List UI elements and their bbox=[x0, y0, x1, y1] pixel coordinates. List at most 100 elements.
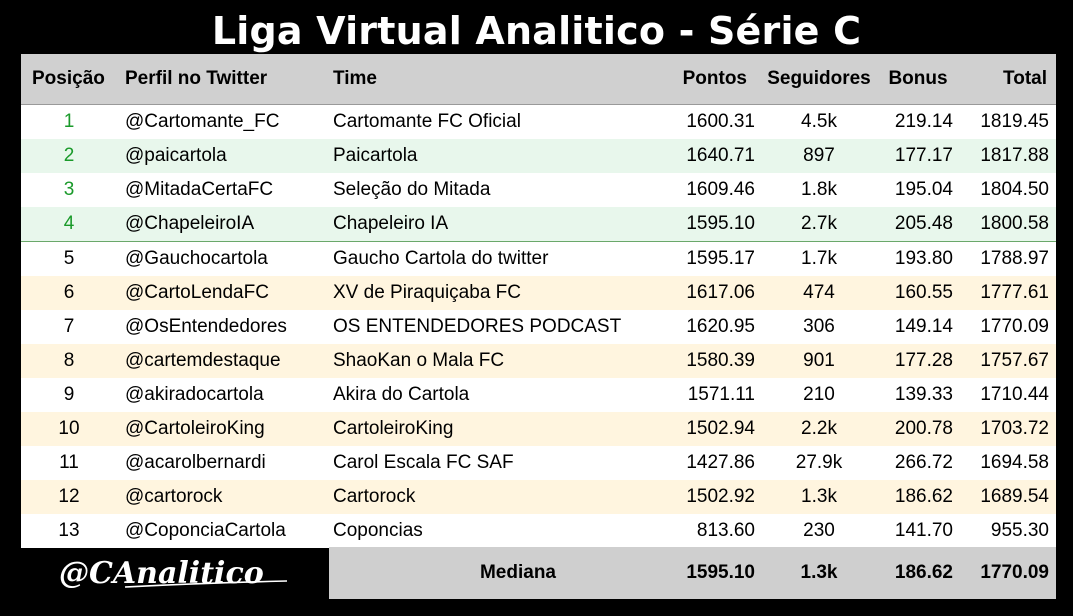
points-cell: 1595.10 bbox=[686, 213, 755, 234]
position-cell: 6 bbox=[63, 282, 75, 303]
position-cell: 13 bbox=[58, 520, 80, 541]
median-bonus: 186.62 bbox=[894, 562, 953, 583]
bonus-cell: 177.28 bbox=[894, 350, 953, 371]
table-row: 13 @CoponciaCartola Coponcias 813.60 230 141.… bbox=[21, 514, 1056, 548]
twitter-handle-cell: @paicartola bbox=[125, 145, 227, 166]
points-cell: 1620.95 bbox=[686, 316, 755, 337]
total-cell: 1788.97 bbox=[980, 248, 1049, 269]
header-position: Posição bbox=[32, 68, 105, 89]
bonus-cell: 160.55 bbox=[894, 282, 953, 303]
position-cell: 1 bbox=[63, 111, 75, 132]
points-cell: 1571.11 bbox=[687, 384, 755, 405]
twitter-handle-cell: @Gauchocartola bbox=[125, 248, 268, 269]
header-twitter-profile: Perfil no Twitter bbox=[125, 68, 268, 89]
points-cell: 1427.86 bbox=[686, 452, 755, 473]
team-name-cell: Gaucho Cartola do twitter bbox=[333, 248, 549, 269]
bonus-cell: 193.80 bbox=[894, 248, 953, 269]
median-row: Mediana 1595.10 1.3k 186.62 1770.09 bbox=[329, 547, 1056, 599]
bonus-cell: 139.33 bbox=[894, 384, 953, 405]
twitter-handle-cell: @MitadaCertaFC bbox=[125, 179, 274, 200]
team-name-cell: Cartorock bbox=[333, 486, 416, 507]
position-cell: 12 bbox=[58, 486, 80, 507]
position-cell: 10 bbox=[58, 418, 80, 439]
team-name-cell: Carol Escala FC SAF bbox=[333, 452, 514, 473]
points-cell: 1580.39 bbox=[686, 350, 755, 371]
total-cell: 1817.88 bbox=[980, 145, 1049, 166]
position-cell: 8 bbox=[63, 350, 75, 371]
page-title: Liga Virtual Analitico - Série C bbox=[211, 9, 862, 53]
bonus-cell: 205.48 bbox=[894, 213, 953, 234]
header-points: Pontos bbox=[682, 68, 747, 89]
position-cell: 5 bbox=[63, 248, 75, 269]
bonus-cell: 149.14 bbox=[894, 316, 953, 337]
table-row: 8 @cartemdestaque ShaoKan o Mala FC 1580.39… bbox=[21, 344, 1056, 378]
table-row: 2 @paicartola Paicartola 1640.71 897 177.17 18… bbox=[21, 139, 1056, 173]
bonus-cell: 219.14 bbox=[894, 111, 953, 132]
team-name-cell: ShaoKan o Mala FC bbox=[333, 350, 505, 371]
footer: @CAnalitico Mediana 1595.10 1.3k 186.62 … bbox=[21, 547, 1056, 599]
header-bonus: Bonus bbox=[888, 68, 948, 89]
median-label: Mediana bbox=[479, 562, 557, 583]
header-followers: Seguidores bbox=[767, 68, 871, 89]
points-cell: 813.60 bbox=[696, 520, 755, 541]
total-cell: 1819.45 bbox=[980, 111, 1049, 132]
bonus-cell: 266.72 bbox=[894, 452, 953, 473]
followers-cell: 230 bbox=[803, 520, 835, 541]
total-cell: 1777.61 bbox=[980, 282, 1049, 303]
position-cell: 4 bbox=[63, 213, 75, 234]
twitter-handle-cell: @acarolbernardi bbox=[125, 452, 266, 473]
table-header-row: Posição Perfil no Twitter Time Pontos Se… bbox=[21, 54, 1056, 105]
table-row: 5 @Gauchocartola Gaucho Cartola do twitter… bbox=[21, 242, 1056, 276]
position-cell: 11 bbox=[59, 452, 79, 473]
table-row: 6 @CartoLendaFC XV de Piraquiçaba FC 1617.0… bbox=[21, 276, 1056, 310]
followers-cell: 901 bbox=[803, 350, 835, 371]
team-name-cell: CartoleiroKing bbox=[333, 418, 454, 439]
bonus-cell: 186.62 bbox=[894, 486, 953, 507]
total-cell: 1757.67 bbox=[980, 350, 1049, 371]
twitter-handle-cell: @CartoLendaFC bbox=[125, 282, 269, 303]
twitter-handle-cell: @cartorock bbox=[125, 486, 223, 507]
position-cell: 2 bbox=[63, 145, 75, 166]
total-cell: 1694.58 bbox=[980, 452, 1049, 473]
table-row: 4 @ChapeleiroIA Chapeleiro IA 1595.10 2.7k 20… bbox=[21, 207, 1056, 242]
points-cell: 1617.06 bbox=[686, 282, 755, 303]
position-cell: 9 bbox=[63, 384, 75, 405]
total-cell: 955.30 bbox=[990, 520, 1049, 541]
table-row: 1 @Cartomante_FC Cartomante FC Oficial 1600… bbox=[21, 105, 1056, 139]
followers-cell: 306 bbox=[803, 316, 835, 337]
table-row: 9 @akiradocartola Akira do Cartola 1571.11 2… bbox=[21, 378, 1056, 412]
followers-cell: 474 bbox=[803, 282, 835, 303]
followers-cell: 210 bbox=[803, 384, 835, 405]
followers-cell: 1.8k bbox=[801, 179, 837, 200]
table-row: 12 @cartorock Cartorock 1502.92 1.3k 186.62 16… bbox=[21, 480, 1056, 514]
brand-logo: @CAnalitico bbox=[21, 547, 329, 599]
table-row: 11 @acarolbernardi Carol Escala FC SAF 1427… bbox=[21, 446, 1056, 480]
team-name-cell: Akira do Cartola bbox=[333, 384, 470, 405]
header-team: Time bbox=[333, 68, 378, 89]
team-name-cell: Seleção do Mitada bbox=[333, 179, 491, 200]
points-cell: 1595.17 bbox=[686, 248, 755, 269]
total-cell: 1689.54 bbox=[980, 486, 1049, 507]
points-cell: 1640.71 bbox=[686, 145, 755, 166]
twitter-handle-cell: @CoponciaCartola bbox=[125, 520, 286, 541]
team-name-cell: Paicartola bbox=[333, 145, 418, 166]
total-cell: 1703.72 bbox=[980, 418, 1049, 439]
total-cell: 1770.09 bbox=[980, 316, 1049, 337]
team-name-cell: XV de Piraquiçaba FC bbox=[333, 282, 521, 303]
bonus-cell: 200.78 bbox=[894, 418, 953, 439]
followers-cell: 1.7k bbox=[801, 248, 837, 269]
followers-cell: 1.3k bbox=[801, 486, 837, 507]
twitter-handle-cell: @Cartomante_FC bbox=[125, 111, 280, 132]
twitter-handle-cell: @CartoleiroKing bbox=[125, 418, 265, 439]
points-cell: 1600.31 bbox=[686, 111, 755, 132]
total-cell: 1804.50 bbox=[980, 179, 1049, 200]
table-body: 1 @Cartomante_FC Cartomante FC Oficial 1600… bbox=[21, 105, 1056, 548]
followers-cell: 27.9k bbox=[795, 452, 843, 473]
table-row: 10 @CartoleiroKing CartoleiroKing 1502.94 2.… bbox=[21, 412, 1056, 446]
team-name-cell: OS ENTENDEDORES PODCAST bbox=[333, 316, 622, 337]
points-cell: 1502.94 bbox=[686, 418, 755, 439]
logo-signature: @CAnalitico bbox=[59, 556, 288, 591]
position-cell: 3 bbox=[63, 179, 75, 200]
header-total: Total bbox=[1003, 68, 1047, 89]
position-cell: 7 bbox=[63, 316, 75, 337]
